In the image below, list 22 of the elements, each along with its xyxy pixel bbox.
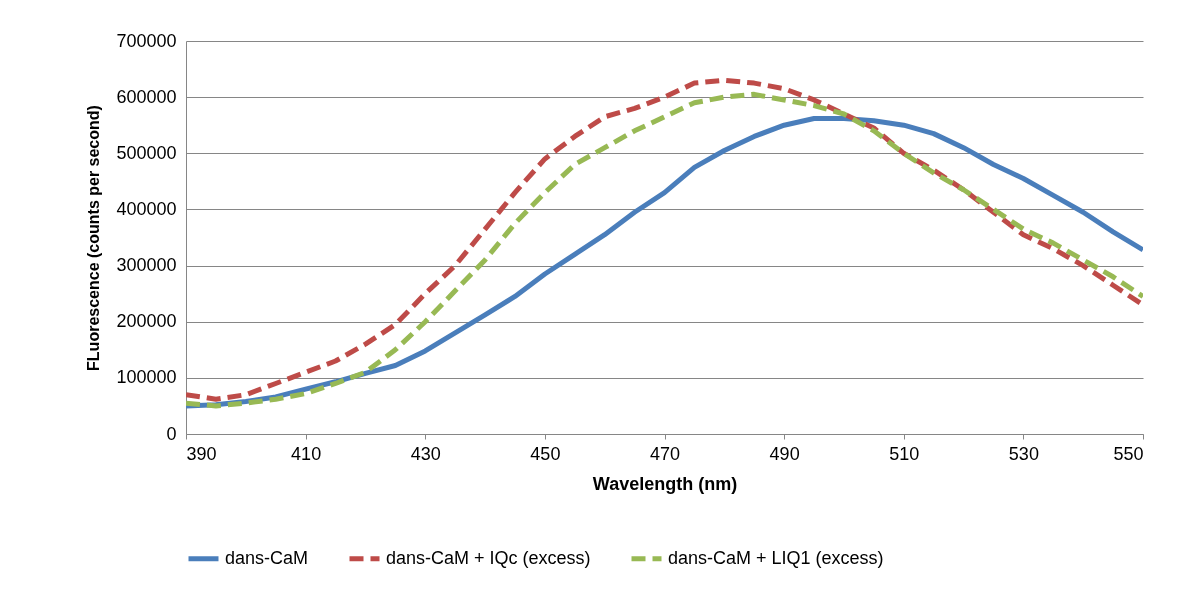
legend-label: dans-CaM + LIQ1 (excess) (668, 547, 884, 568)
y-tick-label: 100000 (116, 367, 177, 388)
y-tick-label: 500000 (116, 142, 177, 163)
y-axis-title: FLuorescence (counts per second) (85, 105, 103, 371)
x-tick-label: 390 (186, 443, 217, 464)
y-tick-label: 0 (166, 423, 177, 444)
x-tick-label: 550 (1113, 443, 1144, 464)
x-tick-label: 510 (889, 443, 920, 464)
legend-label: dans-CaM + IQc (excess) (386, 547, 591, 568)
y-tick-label: 700000 (116, 30, 177, 51)
x-tick-label: 470 (649, 443, 681, 464)
x-tick-label: 530 (1008, 443, 1039, 464)
legend-label: dans-CaM (225, 547, 309, 568)
x-tick-label: 410 (291, 443, 322, 464)
x-tick-label: 490 (769, 443, 800, 464)
x-tick-label: 450 (530, 443, 561, 464)
x-axis-title: Wavelength (nm) (592, 473, 738, 494)
y-tick-label: 200000 (116, 311, 177, 332)
y-tick-label: 300000 (116, 255, 177, 276)
y-tick-label: 400000 (116, 198, 177, 219)
y-tick-label: 600000 (116, 86, 177, 107)
x-tick-label: 430 (410, 443, 441, 464)
